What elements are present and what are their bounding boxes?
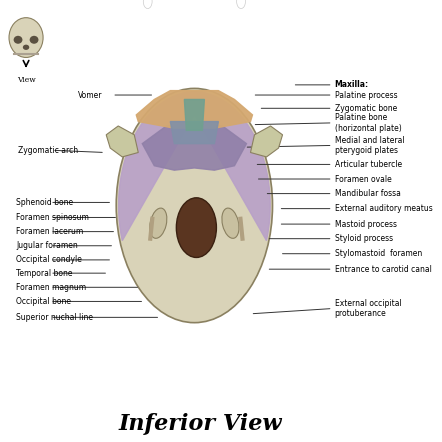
Polygon shape [170, 122, 218, 144]
Polygon shape [142, 122, 247, 170]
Text: Zygomatic bone: Zygomatic bone [335, 104, 397, 113]
Text: Sphenoid bone: Sphenoid bone [16, 198, 73, 207]
Text: Occipital bone: Occipital bone [16, 297, 71, 306]
Ellipse shape [222, 208, 239, 238]
Polygon shape [136, 91, 252, 128]
Text: External occipital
protuberance: External occipital protuberance [335, 299, 401, 318]
Text: Jugular foramen: Jugular foramen [16, 241, 78, 250]
Ellipse shape [116, 88, 273, 323]
Ellipse shape [143, 0, 152, 8]
Text: Mandibular fossa: Mandibular fossa [335, 189, 400, 198]
Text: View: View [17, 76, 35, 84]
Polygon shape [183, 92, 270, 240]
Text: Foramen ovale: Foramen ovale [335, 175, 392, 183]
Text: Entrance to carotid canal: Entrance to carotid canal [335, 265, 431, 274]
Text: Foramen lacerum: Foramen lacerum [16, 227, 83, 236]
Text: Styloid process: Styloid process [335, 234, 393, 243]
Ellipse shape [150, 208, 167, 238]
Polygon shape [184, 99, 204, 130]
Ellipse shape [14, 36, 23, 44]
Text: Superior nuchal line: Superior nuchal line [16, 313, 93, 322]
Text: Foramen magnum: Foramen magnum [16, 283, 86, 292]
Polygon shape [251, 126, 282, 157]
Text: Maxilla:: Maxilla: [335, 80, 369, 89]
Polygon shape [118, 92, 206, 240]
Text: Articular tubercle: Articular tubercle [335, 160, 402, 169]
Ellipse shape [23, 45, 29, 50]
Text: Palatine process: Palatine process [335, 91, 397, 99]
Ellipse shape [30, 36, 38, 44]
Text: Inferior View: Inferior View [118, 413, 282, 435]
Ellipse shape [176, 198, 217, 257]
Text: Stylomastoid  foramen: Stylomastoid foramen [335, 249, 422, 258]
Text: Vomer: Vomer [78, 91, 103, 99]
Polygon shape [106, 126, 138, 157]
Text: Mastoid process: Mastoid process [335, 220, 396, 229]
Text: Zygomatic arch: Zygomatic arch [18, 146, 78, 155]
Text: Medial and lateral
pterygoid plates: Medial and lateral pterygoid plates [335, 136, 404, 155]
Text: Occipital condyle: Occipital condyle [16, 255, 82, 264]
Text: Foramen spinosum: Foramen spinosum [16, 213, 89, 222]
Text: Palatine bone
(horizontal plate): Palatine bone (horizontal plate) [335, 113, 401, 133]
Ellipse shape [236, 0, 245, 8]
Ellipse shape [9, 18, 43, 57]
Text: External auditory meatus: External auditory meatus [335, 204, 432, 213]
Text: Temporal bone: Temporal bone [16, 269, 72, 278]
